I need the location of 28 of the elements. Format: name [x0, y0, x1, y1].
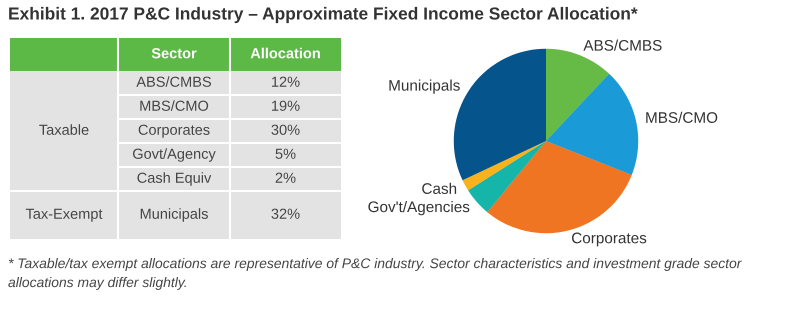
- slice-label: MBS/CMO: [646, 112, 718, 123]
- slice-label: Cash: [422, 182, 456, 194]
- category-label: ABS/CMBS: [136, 76, 212, 87]
- text: 30%: [271, 124, 300, 135]
- text: 12%: [272, 76, 300, 87]
- text: Taxable: [39, 124, 88, 135]
- category-label: MBS/CMO: [140, 100, 208, 111]
- pie-slice: [546, 74, 638, 175]
- category-label: Municipals: [140, 208, 208, 222]
- slice-label: ABS/CMBS: [583, 40, 662, 51]
- category-label: Govt/Agency: [132, 148, 216, 162]
- text: Allocation: [250, 48, 320, 58]
- category-label: Corporates: [138, 124, 210, 138]
- slice-label: Corporates: [572, 232, 646, 246]
- text: 5%: [276, 148, 296, 159]
- text: * Taxable/tax exempt allocations are representative of P&C industry. Sector characteristics and investment grade sector allocations may differ slightly.: [8, 258, 742, 290]
- text: Sector: [152, 48, 196, 58]
- text: 2%: [276, 172, 296, 183]
- slice-label: Gov't/Agencies: [368, 200, 470, 216]
- text: 19%: [272, 100, 300, 111]
- slice-label: Municipals: [389, 80, 460, 94]
- pie-slice: [487, 141, 632, 234]
- category-label: Cash Equiv: [137, 172, 212, 186]
- text: 32%: [271, 208, 300, 219]
- text: Tax-Exempt: [26, 208, 102, 222]
- text: Exhibit 1. 2017 P&C Industry – Approximate Fixed Income Sector Allocation*: [9, 6, 638, 24]
- pie-slice: [462, 141, 546, 190]
- pie-slice: [468, 141, 546, 212]
